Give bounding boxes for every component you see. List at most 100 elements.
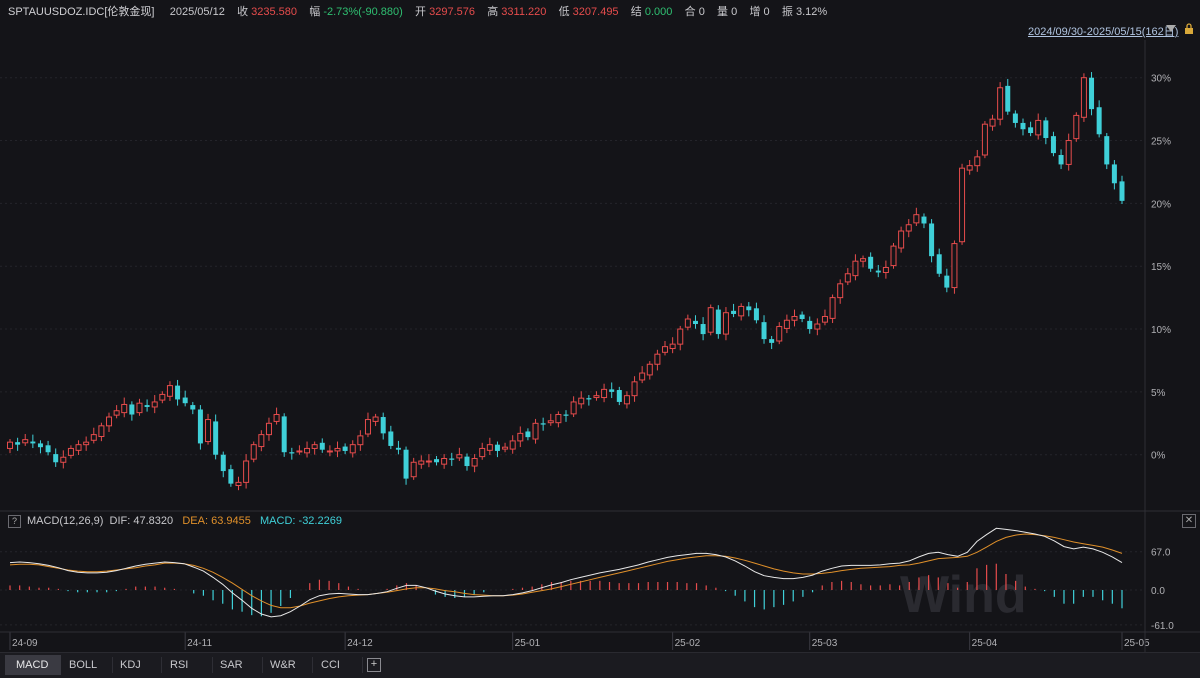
candle-body (639, 372, 646, 381)
candle-body (1096, 107, 1102, 135)
tab-macd[interactable]: MACD (5, 655, 61, 675)
candle-body (921, 216, 927, 224)
settle-label: 结 (630, 6, 642, 18)
add-indicator-icon[interactable]: + (367, 658, 381, 672)
candle-body (738, 305, 745, 317)
tab-divider (362, 657, 363, 673)
candle-body (601, 388, 608, 399)
candle-body (471, 458, 478, 467)
help-icon[interactable]: ? (8, 514, 21, 528)
candle-body (677, 328, 684, 345)
wind-watermark: Wind (900, 566, 1027, 624)
candle-body (136, 402, 143, 414)
y-tick-label: 25% (1151, 137, 1171, 148)
x-tick-label: 25-04 (972, 638, 998, 649)
candle-body (296, 450, 303, 453)
candle-body (1104, 136, 1110, 165)
candle-body (53, 454, 59, 463)
amp-value: 3.12% (795, 6, 828, 18)
macd-y-axis: 67.0 0.0 -61.0 (1151, 548, 1174, 632)
grid-lines (0, 77, 1145, 626)
candle-body (905, 224, 912, 232)
candle-body (464, 456, 470, 467)
vol-value: 0 (731, 6, 738, 18)
x-tick-label: 24-12 (347, 638, 373, 649)
y-tick-label: 15% (1151, 262, 1171, 273)
candle-body (15, 442, 21, 445)
lock-icon[interactable] (1183, 23, 1195, 35)
x-tick-label: 25-05 (1124, 638, 1150, 649)
candle-body (578, 397, 585, 405)
high-value: 3311.220 (501, 6, 547, 18)
candle-body (593, 395, 600, 399)
tab-kdj[interactable]: KDJ (120, 659, 141, 671)
candle-body (281, 416, 287, 453)
low-label: 低 (558, 6, 570, 18)
candle-body (821, 315, 828, 323)
candle-body (357, 435, 364, 446)
x-tick-label: 25-01 (515, 638, 541, 649)
candle-body (197, 409, 203, 444)
high-label: 高 (487, 6, 499, 18)
candle-body (898, 230, 905, 249)
macd-label: MACD: (260, 515, 296, 527)
candle-body (669, 343, 676, 350)
dif-value: 47.8320 (133, 515, 174, 527)
close-value: 3235.580 (251, 6, 298, 18)
candle-body (731, 310, 737, 314)
close-indicator-icon[interactable]: ✕ (1182, 514, 1196, 528)
candle-body (791, 315, 798, 321)
candle-body (205, 419, 212, 443)
tab-cci[interactable]: CCI (321, 659, 340, 671)
candle-body (258, 434, 265, 448)
candle-body (7, 441, 13, 449)
macd-y-tick-label: -61.0 (1151, 621, 1174, 632)
candle-body (646, 363, 653, 376)
candle-body (304, 447, 311, 454)
candle-body (235, 481, 242, 487)
tab-sar[interactable]: SAR (220, 659, 243, 671)
candle-body (540, 423, 546, 425)
candle-body (807, 320, 813, 330)
tab-wr[interactable]: W&R (270, 659, 296, 671)
inc-value: 0 (763, 6, 770, 18)
candle-body (372, 416, 379, 422)
candle-body (434, 459, 440, 463)
tab-boll[interactable]: BOLL (69, 659, 98, 671)
candle-body (98, 425, 105, 438)
macd-y-tick-label: 0.0 (1151, 586, 1165, 597)
candle-body (395, 447, 401, 450)
candle-body (289, 452, 295, 454)
candle-body (563, 414, 569, 416)
candle-body (707, 307, 714, 333)
x-tick-label: 25-03 (812, 638, 838, 649)
candle-body (1058, 154, 1064, 165)
quote-header: SPTAUUSDOZ.IDC[伦敦金现] 2025/05/12 收 3235.5… (0, 0, 1200, 24)
indicator-name: MACD(12,26,9) (27, 515, 104, 527)
candle-body (814, 323, 821, 330)
candle-body (106, 416, 113, 427)
tab-divider (112, 657, 113, 673)
tab-divider (262, 657, 263, 673)
low-value: 3207.495 (572, 6, 619, 18)
candle-body (175, 385, 181, 400)
candle-body (228, 469, 234, 484)
candle-body (517, 432, 524, 442)
candle-body (311, 444, 318, 449)
candle-body (1111, 164, 1117, 184)
price-y-axis: 30% 25% 20% 15% 10% 5% 0% (1151, 74, 1171, 462)
candle-body (334, 447, 341, 452)
candle-body (844, 273, 851, 283)
candle-body (166, 385, 173, 397)
date-range-link[interactable]: 2024/09/30-2025/05/15(162日) (1028, 26, 1179, 38)
candle-body (60, 456, 67, 463)
date-x-axis: 24-09 24-11 24-12 25-01 25-02 25-03 25-04 25-05 (9, 632, 1150, 650)
candle-body (479, 447, 486, 458)
tab-rsi[interactable]: RSI (170, 659, 189, 671)
candle-body (273, 414, 280, 422)
candle-body (494, 444, 500, 451)
candle-body (30, 441, 36, 444)
candle-body (662, 346, 669, 353)
inc-label: 增 (749, 6, 761, 18)
